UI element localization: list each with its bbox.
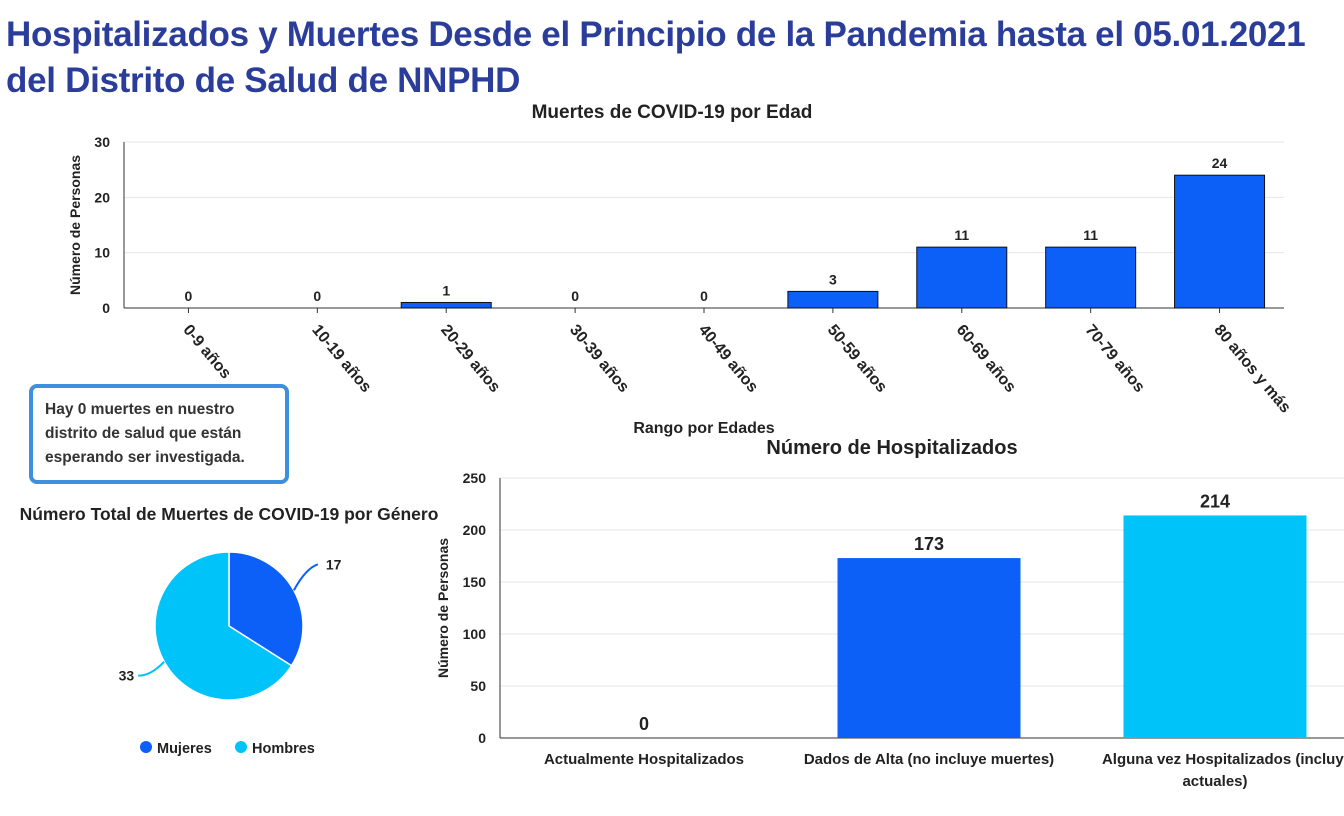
age-x-label: Rango por Edades <box>633 420 774 437</box>
age-y-label: Número de Personas <box>67 155 83 295</box>
age-bar-value: 11 <box>954 227 969 243</box>
gender-slice-label: 33 <box>119 668 135 684</box>
age-x-tick: 60-69 años <box>953 322 1019 396</box>
age-x-tick: 40-49 años <box>695 322 761 396</box>
gender-legend-label: Mujeres <box>157 741 212 757</box>
gender-slice-label: 17 <box>326 556 342 572</box>
age-bar-value: 0 <box>313 288 321 304</box>
age-x-tick: 30-39 años <box>566 322 632 396</box>
hosp-chart-title: Número de Hospitalizados <box>766 437 1017 459</box>
age-x-tick: 10-19 años <box>308 322 374 396</box>
hosp-bar <box>1123 515 1307 738</box>
hosp-y-tick: 200 <box>463 522 487 538</box>
gender-chart-title: Número Total de Muertes de COVID-19 por … <box>20 504 439 524</box>
age-bar <box>787 290 879 309</box>
hosp-y-tick: 100 <box>463 626 487 642</box>
hosp-bar-value: 0 <box>639 714 649 734</box>
hosp-y-tick: 50 <box>470 678 486 694</box>
age-x-tick: 0-9 años <box>179 322 234 383</box>
age-chart-title: Muertes de COVID-19 por Edad <box>532 102 813 123</box>
page-title: Hospitalizados y Muertes Desde el Princi… <box>6 15 1306 100</box>
age-bar-value: 3 <box>829 271 837 287</box>
hosp-x-tick: Actualmente Hospitalizados <box>544 751 744 768</box>
pending-investigation-note: Hay 0 muertes en nuestro distrito de sal… <box>29 384 289 484</box>
age-bar <box>400 301 492 309</box>
age-x-tick: 70-79 años <box>1082 322 1148 396</box>
gender-legend-swatch <box>235 741 247 753</box>
hosp-y-label: Número de Personas <box>435 538 451 678</box>
age-bar <box>916 246 1008 309</box>
age-x-tick: 50-59 años <box>824 322 890 396</box>
gender-leader-line <box>292 563 319 591</box>
age-y-tick: 30 <box>94 134 110 150</box>
gender-legend-swatch <box>140 741 152 753</box>
age-bar-value: 0 <box>571 288 579 304</box>
hosp-y-tick: 0 <box>478 730 486 746</box>
age-bar-value: 11 <box>1083 227 1098 243</box>
hosp-bar-value: 173 <box>914 534 944 554</box>
gender-legend-label: Hombres <box>252 741 315 757</box>
gender-pie-slice <box>154 551 293 701</box>
age-bar-value: 0 <box>700 288 708 304</box>
age-y-tick: 0 <box>102 300 110 316</box>
age-x-tick: 80 años y más <box>1210 322 1293 417</box>
age-y-tick: 20 <box>94 189 110 205</box>
hosp-y-tick: 150 <box>463 574 487 590</box>
hosp-y-tick: 250 <box>463 470 487 486</box>
hosp-x-tick: Dados de Alta (no incluye muertes) <box>804 751 1054 768</box>
gender-leader-line <box>138 660 165 677</box>
age-bar-value: 0 <box>185 288 193 304</box>
age-bar-value: 1 <box>442 282 450 298</box>
age-x-tick: 20-29 años <box>437 322 503 396</box>
hosp-bar-value: 214 <box>1200 491 1230 511</box>
age-bar-value: 24 <box>1212 155 1228 171</box>
age-bar <box>1045 246 1137 309</box>
hosp-bar <box>837 558 1021 738</box>
age-y-tick: 10 <box>94 245 110 261</box>
hosp-x-tick: Alguna vez Hospitalizados (incluye actual… <box>1102 751 1344 790</box>
age-bar <box>1174 174 1266 309</box>
